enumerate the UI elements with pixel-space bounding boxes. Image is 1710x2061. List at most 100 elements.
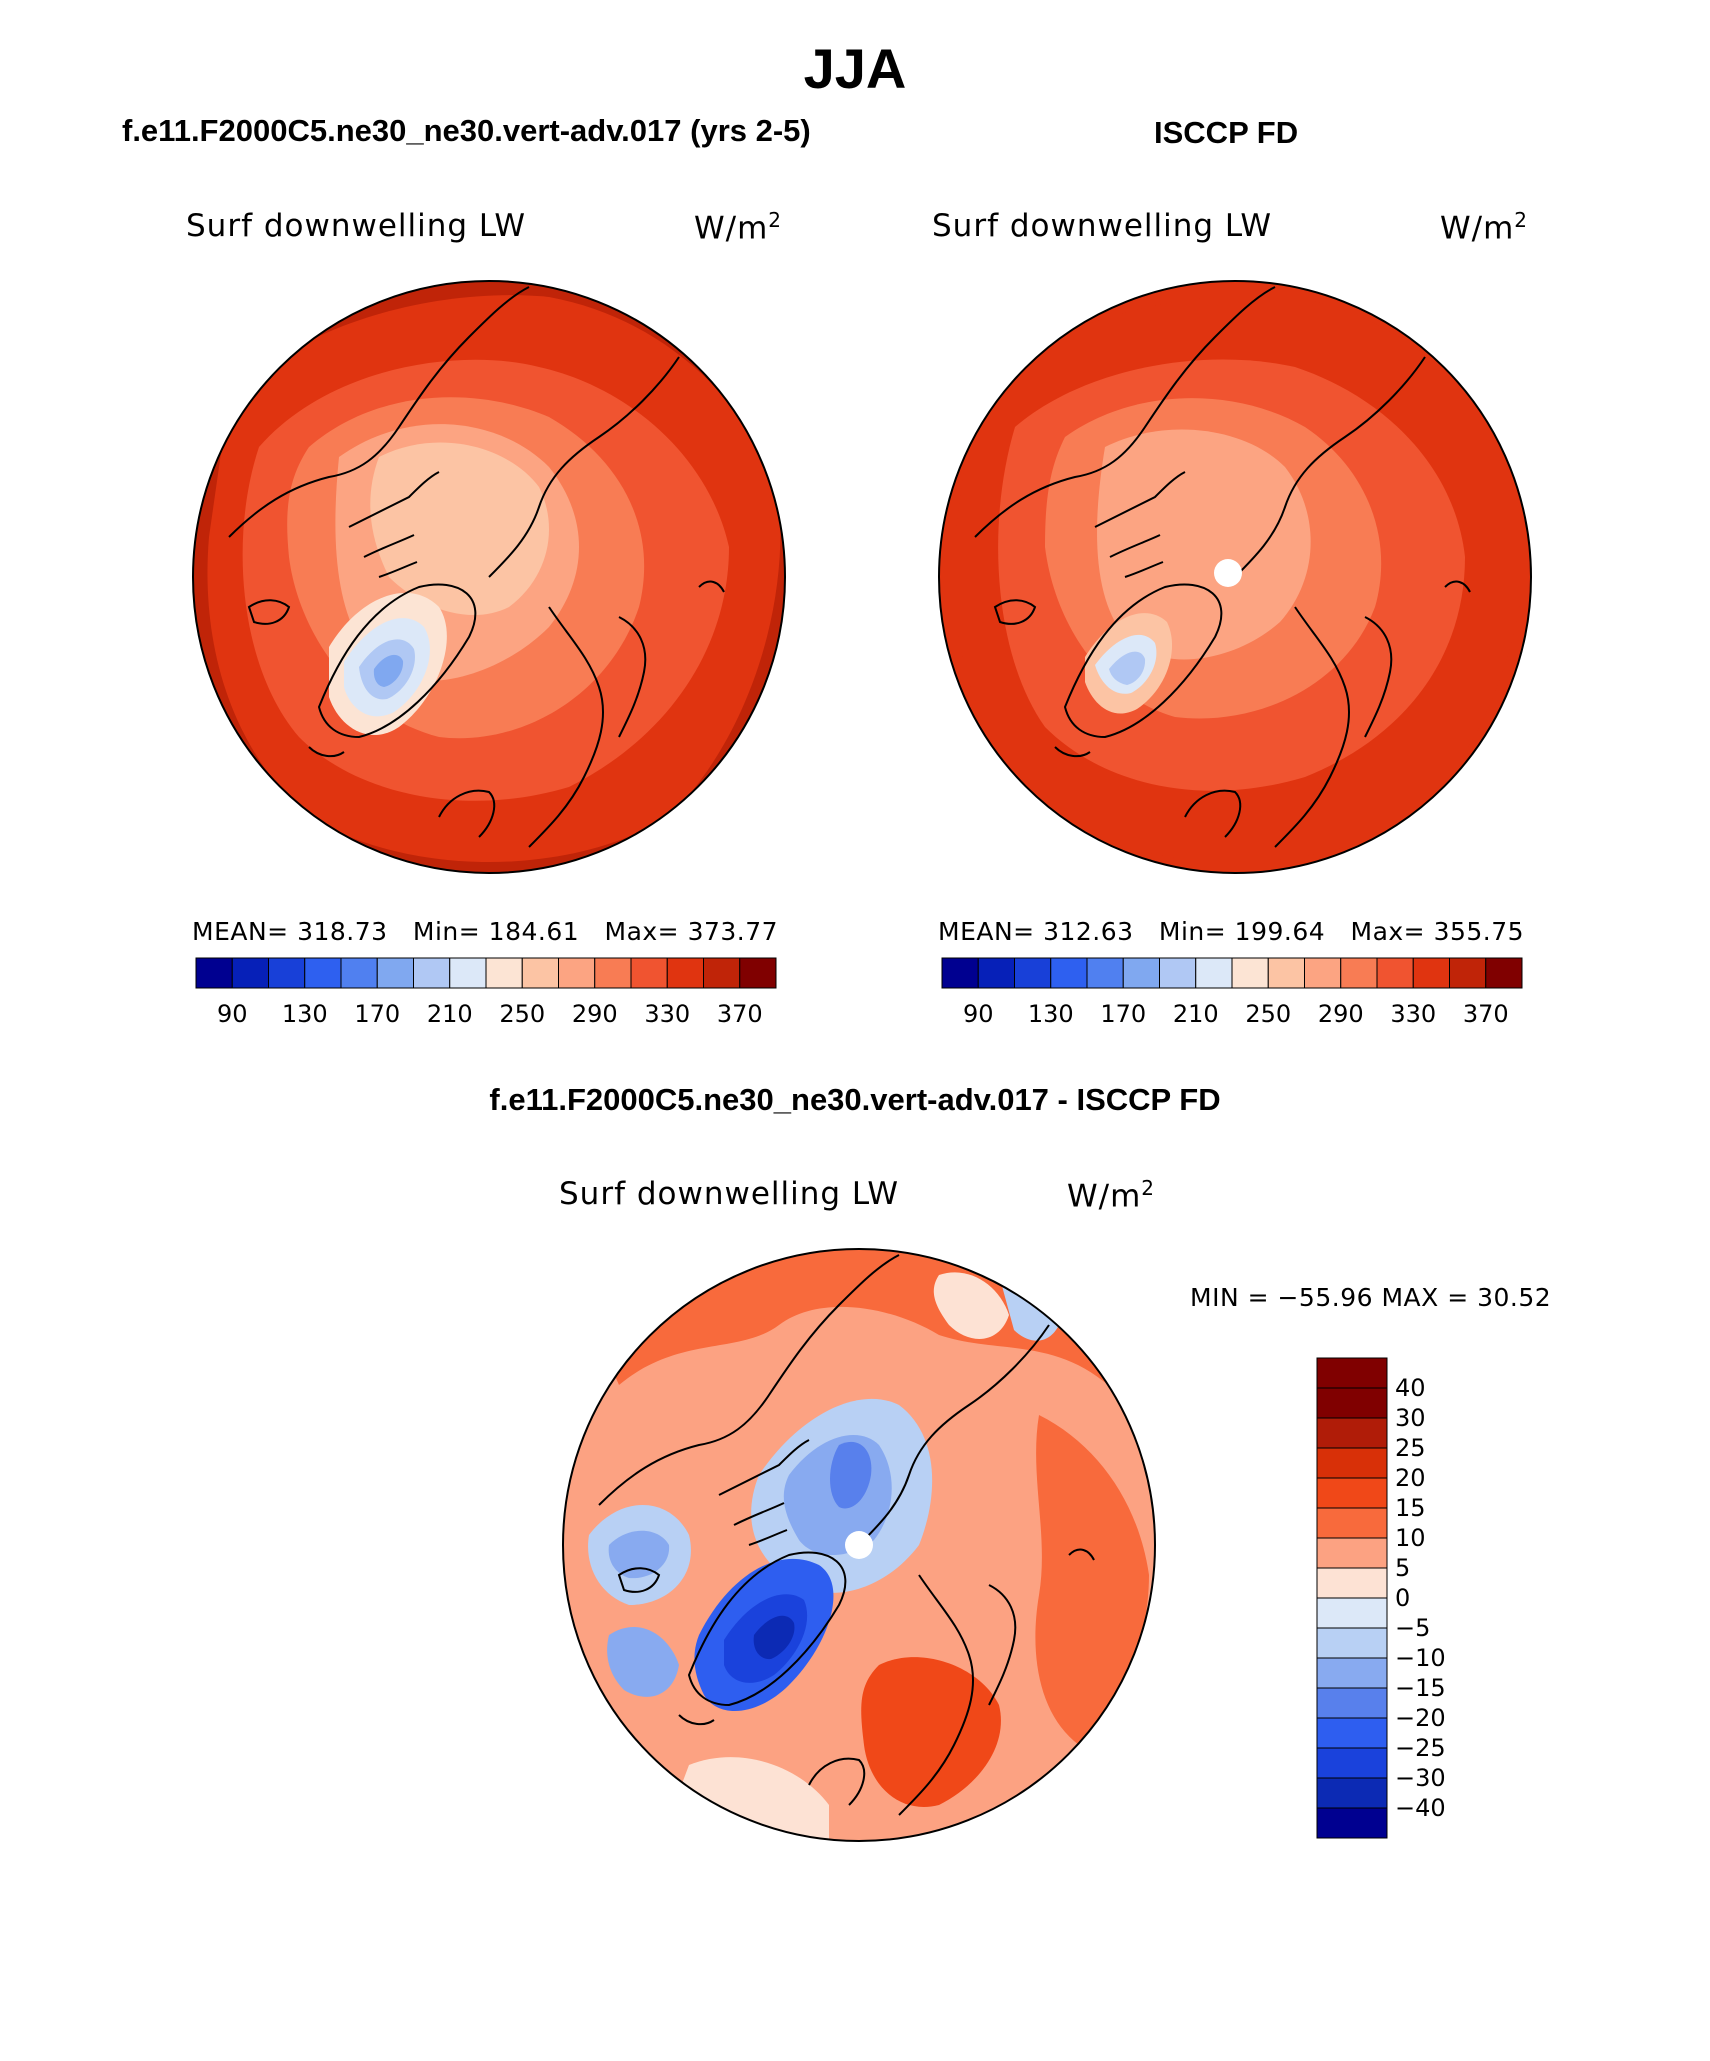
colorbar-tick-label: 170: [1100, 1000, 1147, 1028]
colorbar-swatch: [1316, 1597, 1388, 1629]
colorbar-tick-label: −10: [1395, 1644, 1446, 1672]
obs-polar-map: [938, 280, 1532, 874]
model-colorbar: [195, 957, 777, 989]
model-stats: MEAN= 318.73 Min= 184.61 Max= 373.77: [192, 917, 779, 946]
colorbar-swatch: [485, 957, 523, 989]
pole-missing-marker: [845, 1531, 873, 1559]
diff-minmax: MIN = −55.96 MAX = 30.52: [1190, 1283, 1552, 1312]
colorbar-tick-label: 210: [1172, 1000, 1219, 1028]
colorbar-swatch: [594, 957, 632, 989]
colorbar-swatch: [1050, 957, 1088, 989]
colorbar-tick-label: −15: [1395, 1674, 1446, 1702]
model-colorbar-ticks: 90 130 170 210 250 290 330 370: [196, 1000, 776, 1030]
colorbar-swatch: [1316, 1717, 1388, 1749]
colorbar-swatch: [558, 957, 596, 989]
colorbar-tick-label: −20: [1395, 1704, 1446, 1732]
colorbar-swatch: [1231, 957, 1269, 989]
obs-colorbar-ticks: 90 130 170 210 250 290 330 370: [942, 1000, 1522, 1030]
colorbar-swatch: [1267, 957, 1305, 989]
colorbar-swatch: [1316, 1477, 1388, 1509]
model-variable-label: Surf downwelling LW: [186, 208, 527, 244]
colorbar-swatch: [1195, 957, 1233, 989]
colorbar-swatch: [1014, 957, 1052, 989]
colorbar-tick-label: 250: [1245, 1000, 1292, 1028]
colorbar-swatch: [739, 957, 777, 989]
colorbar-tick-label: −30: [1395, 1764, 1446, 1792]
model-units-label: W/m2: [694, 208, 783, 247]
diff-variable-label: Surf downwelling LW: [559, 1176, 900, 1212]
colorbar-swatch: [304, 957, 342, 989]
colorbar-swatch: [195, 957, 233, 989]
diff-colorbar: [1316, 1357, 1388, 1839]
colorbar-swatch: [521, 957, 559, 989]
colorbar-tick-label: −5: [1395, 1614, 1431, 1642]
colorbar-tick-label: 20: [1395, 1464, 1426, 1492]
model-case-title: f.e11.F2000C5.ne30_ne30.vert-adv.017 (yr…: [122, 113, 811, 148]
colorbar-swatch: [1122, 957, 1160, 989]
colorbar-swatch: [1316, 1357, 1388, 1389]
colorbar-tick-label: 330: [644, 1000, 691, 1028]
colorbar-swatch: [340, 957, 378, 989]
colorbar-tick-label: −25: [1395, 1734, 1446, 1762]
colorbar-swatch: [1316, 1537, 1388, 1569]
colorbar-swatch: [231, 957, 269, 989]
obs-stats: MEAN= 312.63 Min= 199.64 Max= 355.75: [938, 917, 1525, 946]
colorbar-swatch: [449, 957, 487, 989]
colorbar-swatch: [1316, 1567, 1388, 1599]
colorbar-tick-label: 90: [962, 1000, 994, 1028]
colorbar-swatch: [1316, 1777, 1388, 1809]
colorbar-swatch: [1316, 1687, 1388, 1719]
diff-case-title: f.e11.F2000C5.ne30_ne30.vert-adv.017 - I…: [489, 1082, 1221, 1117]
colorbar-tick-label: 290: [571, 1000, 618, 1028]
colorbar-swatch: [1340, 957, 1378, 989]
colorbar-swatch: [1304, 957, 1342, 989]
obs-case-title: ISCCP FD: [1154, 115, 1299, 150]
colorbar-tick-label: 170: [354, 1000, 401, 1028]
colorbar-swatch: [1159, 957, 1197, 989]
pole-missing-marker: [1214, 559, 1242, 587]
colorbar-swatch: [1316, 1627, 1388, 1659]
colorbar-tick-label: 250: [499, 1000, 546, 1028]
diff-units-label: W/m2: [1067, 1176, 1156, 1215]
obs-units-label: W/m2: [1440, 208, 1529, 247]
colorbar-swatch: [977, 957, 1015, 989]
colorbar-swatch: [1316, 1657, 1388, 1689]
colorbar-tick-label: 40: [1395, 1374, 1426, 1402]
colorbar-swatch: [268, 957, 306, 989]
colorbar-swatch: [1316, 1807, 1388, 1839]
colorbar-tick-label: 290: [1317, 1000, 1364, 1028]
colorbar-tick-label: 370: [716, 1000, 763, 1028]
colorbar-swatch: [666, 957, 704, 989]
colorbar-swatch: [1316, 1447, 1388, 1479]
colorbar-swatch: [1376, 957, 1414, 989]
colorbar-swatch: [1316, 1507, 1388, 1539]
colorbar-swatch: [630, 957, 668, 989]
colorbar-tick-label: 15: [1395, 1494, 1426, 1522]
colorbar-swatch: [703, 957, 741, 989]
colorbar-swatch: [1449, 957, 1487, 989]
colorbar-tick-label: 10: [1395, 1524, 1426, 1552]
obs-variable-label: Surf downwelling LW: [932, 208, 1273, 244]
colorbar-swatch: [941, 957, 979, 989]
colorbar-swatch: [376, 957, 414, 989]
main-title: JJA: [803, 37, 907, 100]
colorbar-swatch: [413, 957, 451, 989]
colorbar-swatch: [1086, 957, 1124, 989]
diff-polar-map: [562, 1248, 1156, 1842]
colorbar-tick-label: 30: [1395, 1404, 1426, 1432]
colorbar-swatch: [1316, 1747, 1388, 1779]
colorbar-tick-label: 210: [426, 1000, 473, 1028]
colorbar-tick-label: 5: [1395, 1554, 1411, 1582]
colorbar-tick-label: 90: [216, 1000, 248, 1028]
diff-colorbar-ticks: 40 30 25 20 15 10 5 0 −5 −10 −15 −20 −25 −30 −40: [1395, 1358, 1495, 1838]
colorbar-tick-label: 0: [1395, 1584, 1411, 1612]
colorbar-tick-label: 25: [1395, 1434, 1426, 1462]
colorbar-tick-label: 330: [1390, 1000, 1437, 1028]
colorbar-tick-label: 130: [1027, 1000, 1074, 1028]
colorbar-tick-label: 130: [281, 1000, 328, 1028]
colorbar-swatch: [1412, 957, 1450, 989]
colorbar-swatch: [1316, 1387, 1388, 1419]
model-polar-map: [192, 280, 786, 874]
colorbar-swatch: [1485, 957, 1523, 989]
colorbar-swatch: [1316, 1417, 1388, 1449]
